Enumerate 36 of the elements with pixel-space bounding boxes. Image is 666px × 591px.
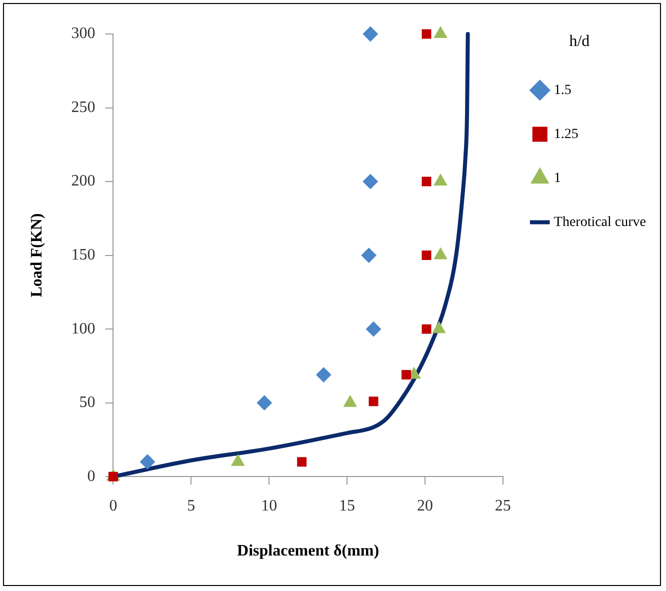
point — [422, 176, 432, 186]
x-tick-label: 20 — [416, 497, 433, 514]
legend-label: 1.25 — [554, 126, 578, 142]
point — [362, 174, 378, 190]
y-tick-label: 100 — [71, 320, 96, 338]
point — [297, 457, 307, 467]
point — [432, 322, 446, 334]
point — [434, 174, 448, 186]
point — [256, 395, 272, 410]
legend-label: Therotical curve — [554, 214, 646, 230]
y-tick-label: 200 — [71, 172, 96, 190]
point — [368, 396, 378, 406]
point — [422, 250, 432, 260]
point — [402, 370, 411, 380]
y-tick-label: 250 — [71, 98, 96, 116]
legend-label: 1 — [554, 170, 561, 186]
point — [366, 322, 382, 337]
y-tick-label: 0 — [87, 468, 96, 485]
point — [422, 29, 432, 39]
legend-label: 1.5 — [554, 82, 572, 98]
point — [362, 26, 378, 42]
y-axis-title: Load F(KN) — [28, 213, 46, 298]
legend-title: h/d — [569, 33, 590, 50]
x-tick-label: 25 — [494, 497, 511, 514]
point — [140, 454, 155, 470]
y-tick-label: 300 — [71, 25, 96, 42]
point — [361, 248, 376, 263]
y-tick-label: 50 — [79, 394, 96, 412]
x-tick-label: 10 — [261, 497, 278, 514]
point — [316, 367, 332, 382]
point — [422, 324, 432, 334]
x-axis-title: Displacement δ(mm) — [237, 542, 380, 560]
x-tick-label: 5 — [187, 497, 196, 514]
x-tick-label: 0 — [109, 497, 118, 514]
y-tick-label: 150 — [71, 246, 96, 264]
x-tick-label: 15 — [339, 497, 356, 514]
